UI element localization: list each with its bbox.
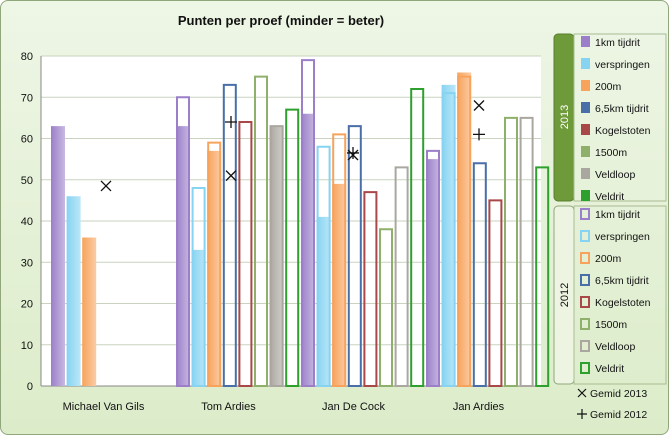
- category-label: Jan De Cock: [322, 401, 385, 413]
- bar-2012: [410, 88, 425, 387]
- legend-swatch-2012: [580, 296, 590, 308]
- y-tick-label: 80: [21, 51, 33, 63]
- legend-label-gemid-2012: Gemid 2012: [590, 409, 647, 421]
- y-tick-label: 40: [21, 216, 33, 228]
- legend-box-2012: [573, 205, 667, 385]
- bar-2012: [191, 187, 206, 387]
- legend-swatch-2012: [580, 208, 590, 220]
- legend-year-2012: 2012: [559, 283, 571, 307]
- bar-2012: [519, 116, 534, 387]
- bar-2013: [51, 126, 65, 386]
- bar-2013: [441, 84, 456, 386]
- legend-label-2013: 1500m: [595, 147, 627, 159]
- bar-2012: [379, 228, 393, 387]
- y-tick-label: 10: [21, 340, 33, 352]
- bar-2013: [269, 126, 284, 386]
- category-label: Michael Van Gils: [63, 401, 145, 413]
- legend-label-2013: Veldloop: [595, 169, 635, 181]
- y-tick-label: 20: [21, 299, 33, 311]
- legend-swatch-2013: [581, 190, 590, 201]
- category-label: Tom Ardies: [201, 401, 256, 413]
- bar-2013: [207, 150, 222, 386]
- bar-2012: [238, 121, 253, 387]
- bar-2013: [191, 249, 206, 386]
- legend-swatch-2013: [581, 58, 590, 69]
- legend-swatch-2013: [581, 168, 590, 179]
- legend-label-2012: Veldloop: [595, 341, 635, 353]
- legend-swatch-2012: [580, 362, 590, 374]
- bar-2012: [332, 133, 347, 387]
- legend-marker-gemid-2013: [577, 388, 587, 398]
- legend-label-2012: 1km tijdrit: [595, 209, 640, 221]
- bar-2012: [363, 191, 378, 387]
- bar-2012: [301, 59, 315, 387]
- bar-2013: [301, 113, 315, 386]
- bar-2013: [332, 183, 347, 386]
- chart-title: Punten per proef (minder = beter): [177, 13, 385, 28]
- bar-2012: [222, 83, 237, 387]
- legend-swatch-2012: [580, 340, 590, 352]
- legend-label-2013: verspringen: [595, 59, 650, 71]
- legend-label-gemid-2013: Gemid 2013: [590, 388, 647, 400]
- marker-gemid-2012: [347, 146, 359, 159]
- legend-swatch-2013: [581, 80, 590, 91]
- marker-gemid-2013: [225, 170, 237, 182]
- bar-2013: [82, 237, 97, 386]
- bar-2012: [457, 75, 472, 387]
- bar-2012: [347, 125, 362, 387]
- legend-swatch-2012: [580, 318, 590, 330]
- legend-label-2013: 200m: [595, 81, 622, 93]
- legend-swatch-2012: [580, 230, 590, 242]
- y-tick-label: 0: [27, 381, 33, 393]
- legend-label-2013: Kogelstoten: [595, 125, 651, 137]
- legend-label-2012: 200m: [595, 253, 622, 265]
- bar-2012: [426, 149, 440, 387]
- legend-label-2012: Kogelstoten: [595, 297, 651, 309]
- bar-2013: [176, 126, 190, 386]
- legend-swatch-2012: [580, 252, 590, 264]
- legend-label-2012: 1500m: [595, 319, 627, 331]
- bar-2012: [269, 125, 284, 387]
- bar-2012: [176, 96, 190, 387]
- bar-2012: [504, 116, 518, 387]
- bar-2012: [394, 166, 409, 387]
- y-tick-label: 50: [21, 175, 33, 187]
- legend-label-2013: 1km tijdrit: [595, 37, 640, 49]
- legend-label-2013: 6,5km tijdrit: [595, 103, 649, 115]
- bar-2012: [254, 75, 268, 387]
- y-tick-label: 70: [21, 92, 33, 104]
- bar-2012: [285, 108, 300, 387]
- bar-2013: [316, 216, 331, 386]
- bar-2013: [426, 159, 440, 386]
- legend-box-2013: [573, 33, 667, 202]
- bar-2012: [535, 166, 550, 387]
- legend-swatch-2012: [580, 274, 590, 286]
- legend-swatch-2013: [581, 146, 590, 157]
- bar-2012: [316, 145, 331, 387]
- y-tick-label: 30: [21, 257, 33, 269]
- bar-2012: [207, 141, 222, 387]
- legend-swatch-2013: [581, 102, 590, 113]
- bar-2013: [457, 72, 472, 386]
- bar-2013: [66, 196, 81, 386]
- marker-gemid-2012: [473, 128, 485, 141]
- legend-label-2012: verspringen: [595, 231, 650, 243]
- legend-swatch-2013: [581, 124, 590, 135]
- marker-gemid-2013: [473, 100, 485, 111]
- legend-year-2013: 2013: [559, 105, 571, 129]
- bar-2012: [441, 92, 456, 387]
- legend-label-2012: Veldrit: [595, 363, 624, 375]
- bar-2012: [488, 199, 503, 387]
- category-label: Jan Ardies: [453, 401, 505, 413]
- bar-2012: [472, 162, 487, 387]
- marker-gemid-2012: [225, 116, 237, 128]
- legend-label-2013: Veldrit: [595, 191, 624, 203]
- legend-label-2012: 6,5km tijdrit: [595, 275, 649, 287]
- legend-marker-gemid-2012: [577, 409, 587, 419]
- legend-swatch-2013: [581, 36, 590, 47]
- marker-gemid-2013: [100, 180, 112, 192]
- y-tick-label: 60: [21, 134, 33, 146]
